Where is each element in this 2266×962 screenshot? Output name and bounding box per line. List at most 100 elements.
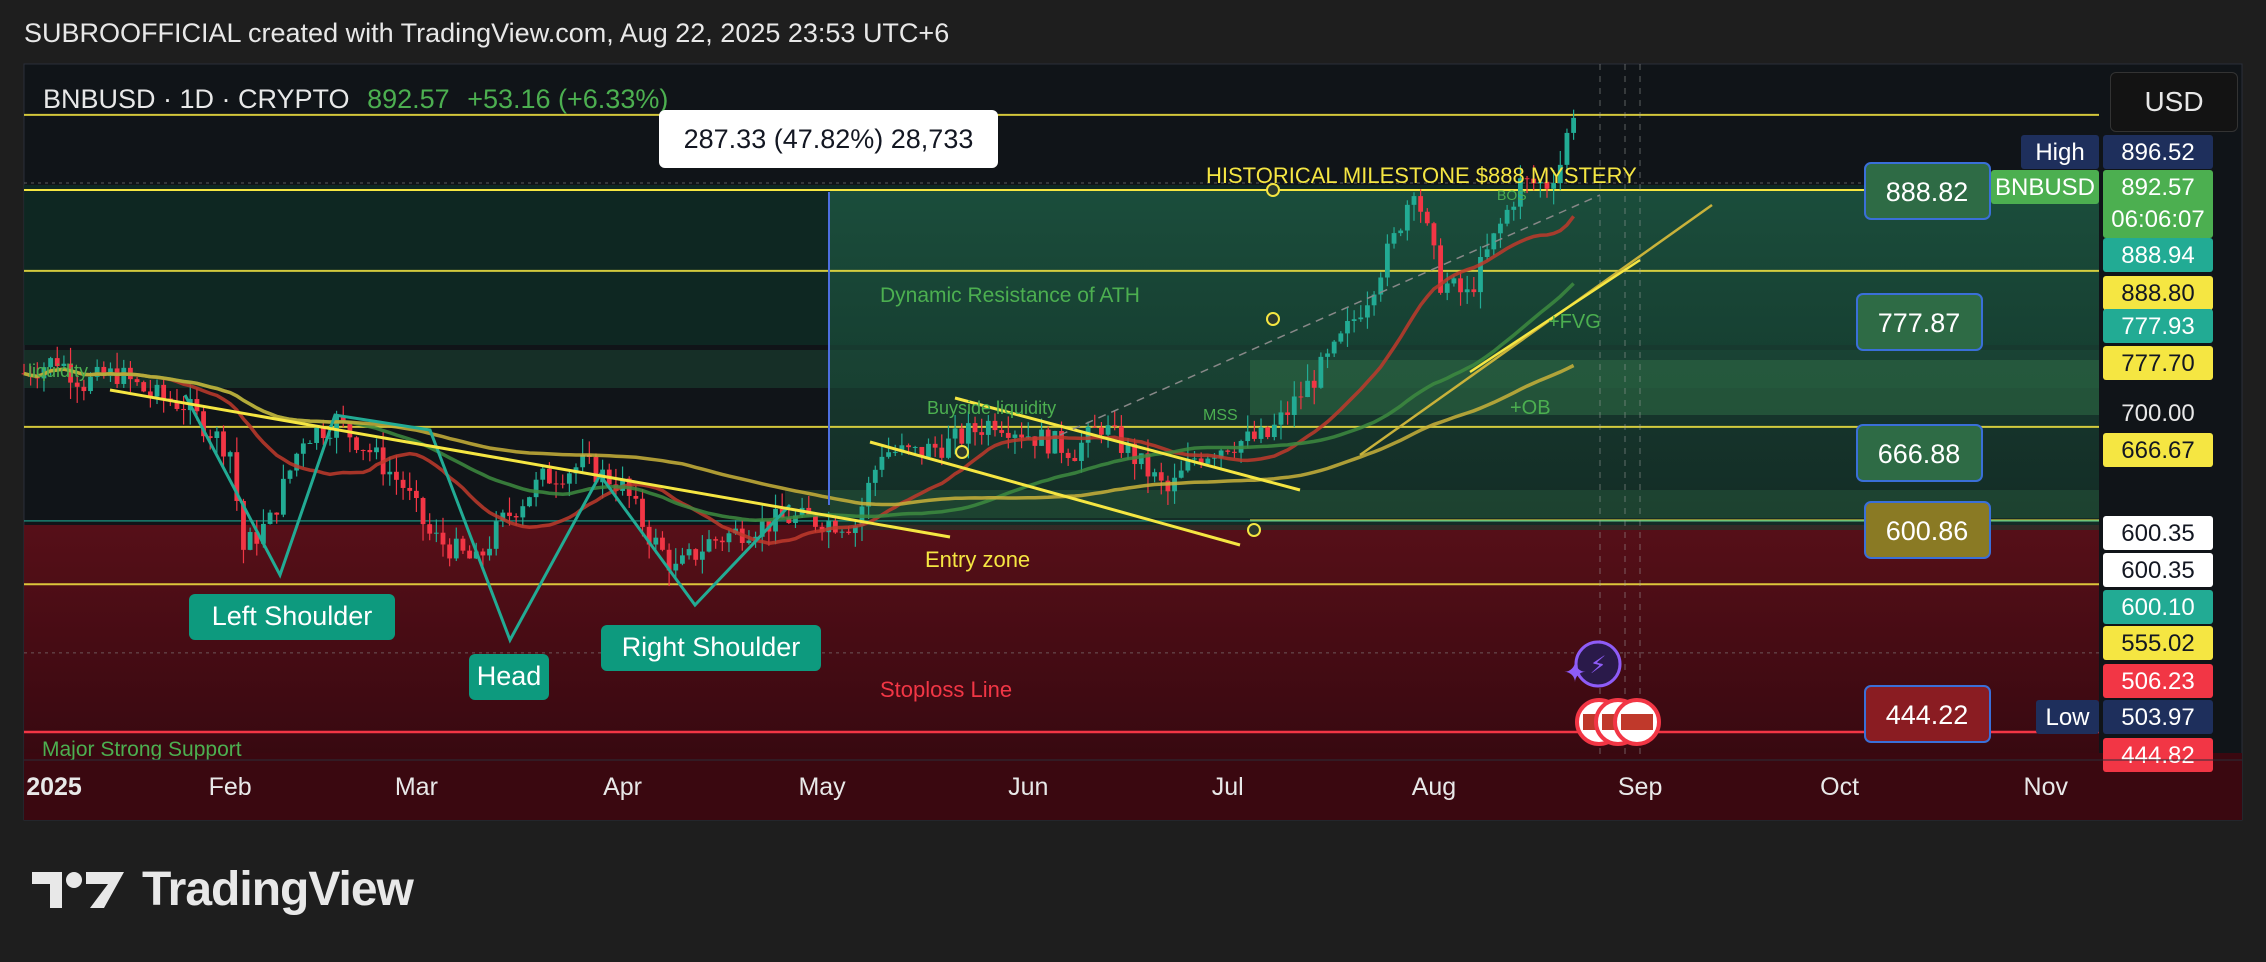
candle-body	[74, 382, 80, 387]
right-shoulder-label: Right Shoulder	[622, 632, 801, 662]
candle-body	[1178, 470, 1184, 478]
level-box	[1864, 501, 1991, 559]
candle-body	[480, 551, 486, 556]
right-shoulder-label-box	[601, 625, 821, 671]
candle-body	[267, 512, 273, 524]
candle-body	[680, 555, 685, 564]
candle-body	[1105, 425, 1111, 435]
candle-body	[759, 520, 765, 537]
candle-body	[1132, 443, 1138, 465]
candle-body	[427, 524, 433, 534]
price-axis-tag	[2036, 700, 2099, 734]
candle-body	[433, 532, 439, 534]
level-box-value: 600.86	[1886, 516, 1969, 546]
candle-body	[1504, 209, 1510, 224]
candle-body	[1285, 412, 1291, 415]
entry-zone-label: Entry zone	[925, 547, 1030, 572]
candle-body	[1537, 181, 1543, 184]
order-block	[1250, 360, 2099, 415]
candle-body	[979, 432, 985, 435]
candle-body	[533, 479, 539, 498]
milestone-label: HISTORICAL MILESTONE $888 MYSTERY	[1206, 163, 1637, 188]
candle-body	[114, 368, 120, 384]
price-axis-label	[2103, 433, 2213, 467]
price-axis-value: 700.00	[2121, 400, 2194, 427]
candle-body	[347, 422, 353, 438]
candle-body	[1345, 321, 1350, 334]
candle-body	[174, 401, 180, 409]
candle-body	[1072, 457, 1078, 461]
candle-body	[81, 386, 87, 392]
candle-body	[201, 411, 206, 437]
candle-body	[307, 442, 313, 444]
candle-body	[54, 358, 60, 366]
candle-body	[1431, 223, 1437, 246]
candle-body	[68, 363, 73, 383]
candle-body	[1059, 431, 1064, 453]
candle-body	[1378, 277, 1384, 295]
candle-body	[1185, 459, 1191, 471]
neckline-trendline	[109, 388, 951, 539]
candle-body	[420, 498, 426, 525]
candle-body	[560, 483, 566, 485]
time-axis-tick: May	[798, 773, 846, 801]
candle-body	[719, 540, 725, 543]
candle-body	[1438, 245, 1443, 293]
price-axis-value: 777.93	[2121, 313, 2194, 340]
channel-upper-line	[954, 396, 1301, 492]
tradingview-logo[interactable]: TradingView	[28, 862, 414, 917]
price-axis-label	[2103, 738, 2213, 772]
candle-body	[327, 437, 333, 439]
attribution-text: SUBROOFFICIAL created with TradingView.c…	[24, 18, 950, 48]
candle-body	[946, 438, 951, 458]
candle-body	[1478, 256, 1483, 293]
candle-body	[1305, 380, 1310, 398]
price-axis-tag-text: High	[2035, 139, 2084, 166]
price-axis-value: 555.02	[2121, 630, 2194, 657]
candle-body	[161, 384, 167, 399]
candle-body	[227, 452, 233, 457]
price-axis-value: 600.35	[2121, 520, 2194, 547]
level-box	[1856, 424, 1983, 482]
candle-body	[1384, 243, 1390, 278]
time-axis-tick: Jun	[1008, 773, 1048, 801]
time-axis-tick: Sep	[1618, 773, 1662, 801]
time-axis-tick: Mar	[395, 773, 438, 801]
candle-body	[852, 525, 858, 534]
candle-body	[1158, 472, 1164, 481]
lightning-glyph: ⚡	[1590, 652, 1607, 679]
candle-body	[1517, 178, 1523, 207]
anchor-point	[1247, 523, 1261, 537]
candle-body	[300, 443, 306, 454]
candle-body	[1451, 278, 1457, 284]
candle-body	[566, 473, 572, 484]
price-axis-tag-text: BNBUSD	[1995, 174, 2095, 201]
candle-body	[540, 468, 546, 480]
candle-body	[1245, 431, 1251, 442]
anchor-point	[955, 445, 969, 459]
candle-body	[1138, 453, 1144, 465]
candle-body	[926, 443, 931, 457]
candle-body	[247, 532, 253, 550]
candle-body	[487, 548, 492, 556]
candle-body	[1232, 451, 1237, 453]
currency-button[interactable]: USD	[2110, 72, 2238, 132]
candle-body	[1338, 333, 1344, 342]
candle-body	[846, 531, 852, 534]
candle-body	[886, 452, 891, 457]
level-box-value: 777.87	[1878, 308, 1961, 338]
mss-label: MSS	[1203, 407, 1238, 424]
head-label: Head	[477, 661, 542, 691]
candle-body	[686, 549, 692, 556]
candle-body	[1025, 436, 1031, 438]
level-box	[1864, 162, 1991, 220]
candle-body	[547, 468, 552, 484]
candle-body	[1491, 233, 1497, 250]
price-axis-value: 777.70	[2121, 350, 2194, 377]
candle-body	[1571, 117, 1576, 133]
candle-body	[1192, 458, 1197, 460]
candle-body	[1391, 233, 1397, 244]
candle-body	[407, 487, 413, 491]
candle-body	[367, 450, 373, 453]
